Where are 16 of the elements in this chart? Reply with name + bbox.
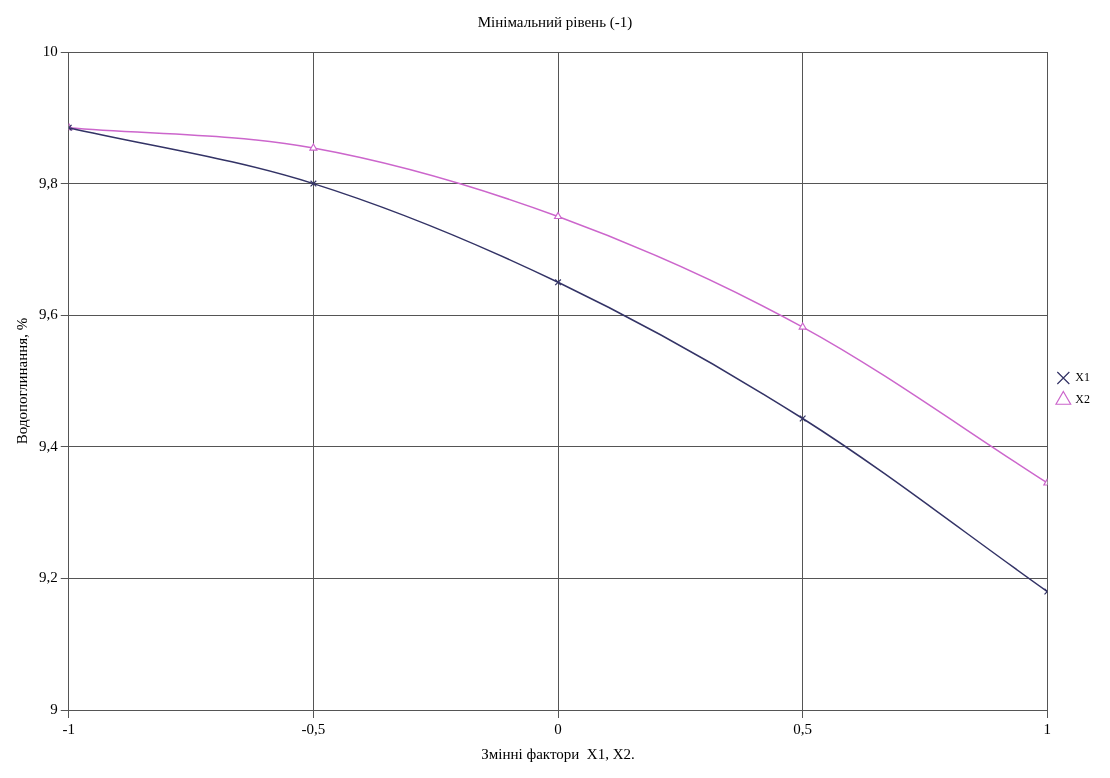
x-axis-title: Змінні фактори X1, X2. (481, 745, 635, 762)
y-tick-label: 9,6 (39, 306, 59, 323)
legend-label: X1 (1075, 370, 1091, 385)
legend-label: X2 (1075, 392, 1091, 407)
y-axis-title: Водопоглинання, % (13, 317, 30, 445)
x-tick-label: 0,5 (793, 720, 813, 737)
y-tick-label: 9,2 (39, 569, 58, 586)
x-tick-label: -0,5 (301, 720, 326, 737)
x-tick-label: -1 (62, 720, 75, 737)
y-tick-label: 10 (42, 42, 58, 59)
y-tick-label: 9,8 (39, 174, 58, 191)
y-tick-label: 9,4 (39, 437, 59, 454)
chart-title: Мінімальний рівень (-1) (477, 13, 633, 31)
x-tick-label: 0 (554, 720, 562, 737)
y-tick-label: 9 (50, 700, 58, 717)
x-tick-label: 1 (1043, 720, 1052, 737)
